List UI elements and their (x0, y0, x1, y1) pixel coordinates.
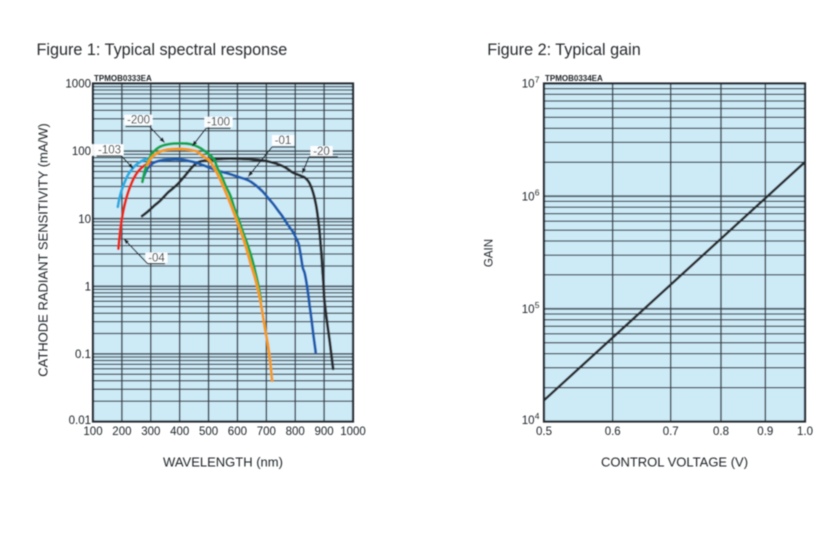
svg-text:4: 4 (535, 411, 540, 421)
svg-text:TPMOB0333EA: TPMOB0333EA (94, 74, 152, 83)
svg-text:10: 10 (522, 191, 535, 203)
svg-text:-04: -04 (148, 253, 165, 265)
svg-text:0.9: 0.9 (757, 426, 773, 438)
svg-text:1: 1 (85, 281, 91, 293)
svg-text:Figure 1: Typical spectral res: Figure 1: Typical spectral response (37, 41, 288, 59)
svg-text:-200: -200 (127, 115, 150, 127)
svg-text:0.1: 0.1 (75, 349, 91, 361)
svg-text:700: 700 (257, 426, 276, 438)
svg-text:-20: -20 (313, 146, 330, 158)
svg-text:1.0: 1.0 (797, 426, 813, 438)
svg-text:CATHODE RADIANT SENSITIVITY (m: CATHODE RADIANT SENSITIVITY (mA/W) (36, 123, 51, 377)
svg-text:0.6: 0.6 (605, 426, 621, 438)
svg-text:GAIN: GAIN (483, 239, 495, 267)
svg-text:400: 400 (170, 426, 189, 438)
svg-text:0.5: 0.5 (536, 426, 552, 438)
svg-text:10: 10 (522, 415, 535, 427)
svg-text:200: 200 (112, 426, 131, 438)
svg-text:10: 10 (78, 214, 91, 226)
svg-text:-103: -103 (98, 145, 121, 157)
svg-text:0.8: 0.8 (713, 426, 729, 438)
svg-text:1000: 1000 (65, 79, 91, 91)
svg-text:5: 5 (535, 300, 540, 310)
svg-text:900: 900 (315, 426, 334, 438)
svg-text:600: 600 (228, 426, 247, 438)
svg-text:6: 6 (535, 187, 540, 197)
svg-text:800: 800 (286, 426, 305, 438)
svg-text:7: 7 (535, 75, 540, 85)
svg-text:WAVELENGTH (nm): WAVELENGTH (nm) (163, 455, 283, 470)
svg-text:0.7: 0.7 (663, 426, 679, 438)
svg-text:-100: -100 (207, 117, 230, 129)
svg-text:Figure 2: Typical gain: Figure 2: Typical gain (487, 41, 641, 59)
svg-text:CONTROL VOLTAGE (V): CONTROL VOLTAGE (V) (601, 455, 748, 470)
svg-text:0.01: 0.01 (69, 415, 91, 427)
svg-text:100: 100 (83, 426, 102, 438)
svg-text:TPMOB0334EA: TPMOB0334EA (545, 74, 603, 83)
svg-text:300: 300 (141, 426, 160, 438)
svg-text:500: 500 (199, 426, 218, 438)
svg-text:100: 100 (72, 146, 91, 158)
svg-text:10: 10 (522, 304, 535, 316)
svg-text:-01: -01 (275, 135, 292, 147)
svg-text:1000: 1000 (340, 426, 366, 438)
svg-text:10: 10 (522, 79, 535, 91)
